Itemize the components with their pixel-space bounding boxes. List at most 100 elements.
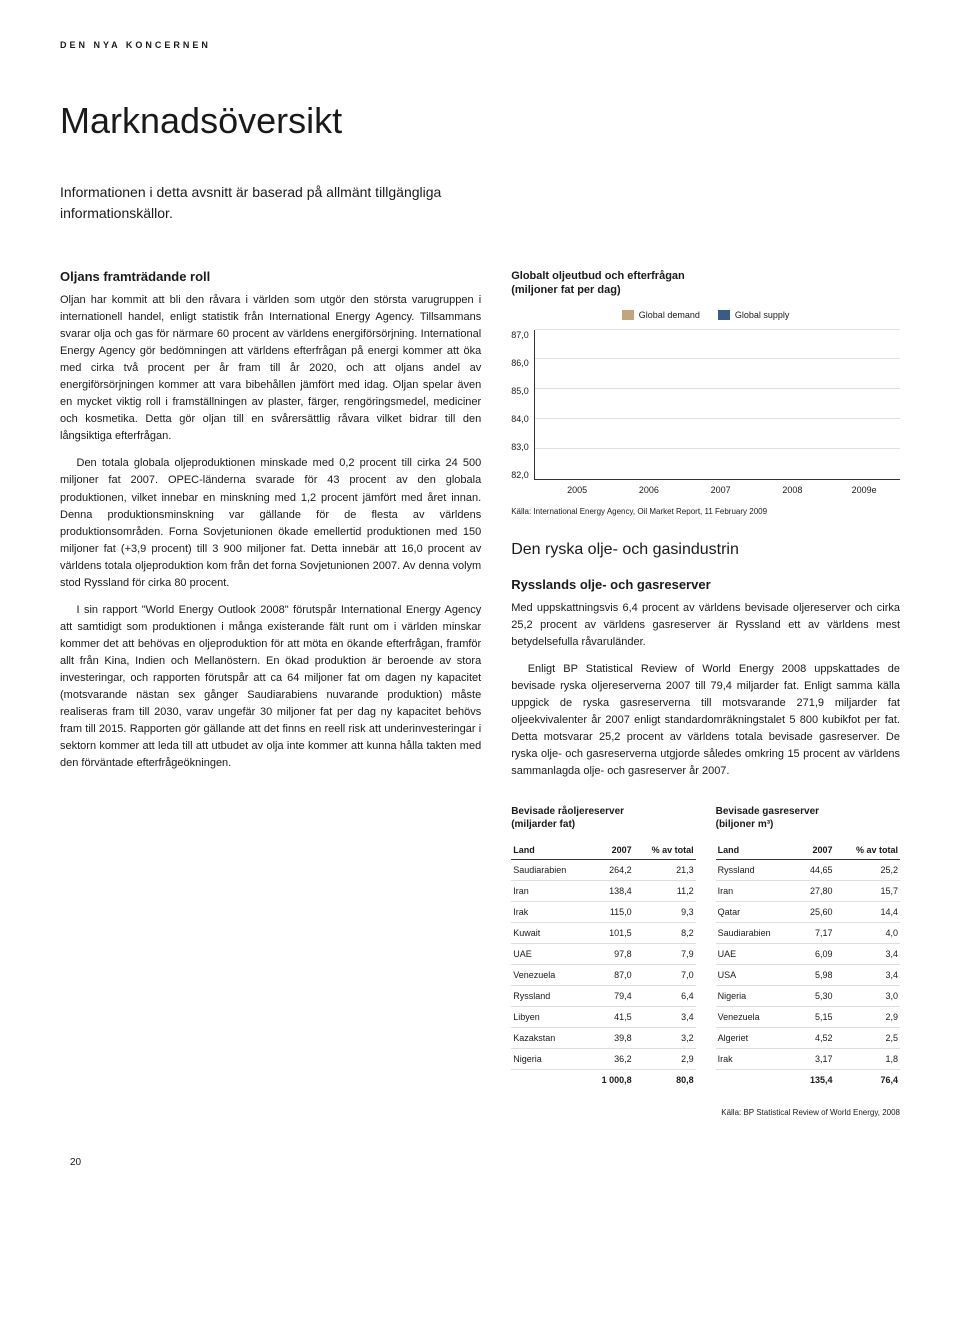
- cell-val: 39,8: [588, 1028, 634, 1049]
- table-row: UAE6,093,4: [716, 944, 900, 965]
- table-row: Nigeria36,22,9: [511, 1049, 695, 1070]
- cell-val: 115,0: [588, 902, 634, 923]
- x-label: 2008: [757, 485, 829, 495]
- table-row: Ryssland44,6525,2: [716, 860, 900, 881]
- cell-val: 3,17: [797, 1049, 835, 1070]
- cell-pct: 3,4: [835, 944, 900, 965]
- y-tick: 86,0: [511, 358, 529, 368]
- cell-val: 27,80: [797, 881, 835, 902]
- cell-total-empty: [511, 1070, 588, 1091]
- table-row: Saudiarabien264,221,3: [511, 860, 695, 881]
- cell-val: 4,52: [797, 1028, 835, 1049]
- oil-table-block: Bevisade råoljereserver(miljarder fat) L…: [511, 805, 695, 1090]
- cell-val: 5,15: [797, 1007, 835, 1028]
- table-row: Nigeria5,303,0: [716, 986, 900, 1007]
- chart-legend: Global demand Global supply: [511, 310, 900, 320]
- page-title: Marknadsöversikt: [60, 100, 900, 142]
- legend-supply: Global supply: [718, 310, 790, 320]
- table-row: Libyen41,53,4: [511, 1007, 695, 1028]
- cell-val: 36,2: [588, 1049, 634, 1070]
- legend-demand: Global demand: [622, 310, 700, 320]
- cell-total-val: 135,4: [797, 1070, 835, 1091]
- table-row: USA5,983,4: [716, 965, 900, 986]
- cell-val: 44,65: [797, 860, 835, 881]
- cell-total-pct: 80,8: [634, 1070, 696, 1091]
- cell-val: 87,0: [588, 965, 634, 986]
- right-para-2: Enligt BP Statistical Review of World En…: [511, 661, 900, 780]
- plot-area: [534, 330, 900, 480]
- cell-pct: 11,2: [634, 881, 696, 902]
- chart-area: 87,086,085,084,083,082,0: [511, 330, 900, 480]
- right-para-1: Med uppskattningsvis 6,4 procent av värl…: [511, 600, 900, 651]
- x-label: 2009e: [828, 485, 900, 495]
- cell-pct: 14,4: [835, 902, 900, 923]
- cell-land: Iran: [511, 881, 588, 902]
- cell-land: Venezuela: [511, 965, 588, 986]
- oil-table-title: Bevisade råoljereserver(miljarder fat): [511, 805, 695, 831]
- cell-land: Venezuela: [716, 1007, 797, 1028]
- table-row: Iran138,411,2: [511, 881, 695, 902]
- th-land: Land: [716, 841, 797, 860]
- cell-land: Saudiarabien: [511, 860, 588, 881]
- right-section-title: Den ryska olje- och gasindustrin: [511, 541, 900, 559]
- gas-table-title: Bevisade gasreserver(biljoner m³): [716, 805, 900, 831]
- table-total-row: 1 000,880,8: [511, 1070, 695, 1091]
- th-year: 2007: [588, 841, 634, 860]
- cell-land: Kazakstan: [511, 1028, 588, 1049]
- cell-land: Irak: [716, 1049, 797, 1070]
- cell-land: UAE: [716, 944, 797, 965]
- y-tick: 87,0: [511, 330, 529, 340]
- cell-pct: 2,9: [634, 1049, 696, 1070]
- cell-pct: 3,0: [835, 986, 900, 1007]
- y-tick: 83,0: [511, 442, 529, 452]
- x-label: 2006: [613, 485, 685, 495]
- cell-land: Qatar: [716, 902, 797, 923]
- cell-val: 264,2: [588, 860, 634, 881]
- table-row: Iran27,8015,7: [716, 881, 900, 902]
- cell-pct: 4,0: [835, 923, 900, 944]
- cell-pct: 1,8: [835, 1049, 900, 1070]
- cell-land: Libyen: [511, 1007, 588, 1028]
- section-header: DEN NYA KONCERNEN: [60, 40, 900, 50]
- cell-land: Irak: [511, 902, 588, 923]
- cell-val: 6,09: [797, 944, 835, 965]
- cell-val: 97,8: [588, 944, 634, 965]
- cell-val: 7,17: [797, 923, 835, 944]
- th-year: 2007: [797, 841, 835, 860]
- cell-total-empty: [716, 1070, 797, 1091]
- table-row: Qatar25,6014,4: [716, 902, 900, 923]
- y-axis: 87,086,085,084,083,082,0: [511, 330, 534, 480]
- cell-val: 5,30: [797, 986, 835, 1007]
- cell-pct: 6,4: [634, 986, 696, 1007]
- cell-total-pct: 76,4: [835, 1070, 900, 1091]
- left-para-1: Oljan har kommit att bli den råvara i vä…: [60, 292, 481, 445]
- table-total-row: 135,476,4: [716, 1070, 900, 1091]
- chart-container: Globalt oljeutbud och efterfrågan(miljon…: [511, 269, 900, 516]
- y-tick: 82,0: [511, 470, 529, 480]
- cell-pct: 3,4: [835, 965, 900, 986]
- table-row: Irak115,09,3: [511, 902, 695, 923]
- table-row: Ryssland79,46,4: [511, 986, 695, 1007]
- cell-total-val: 1 000,8: [588, 1070, 634, 1091]
- table-row: Saudiarabien7,174,0: [716, 923, 900, 944]
- cell-land: Saudiarabien: [716, 923, 797, 944]
- right-subhead: Rysslands olje- och gasreserver: [511, 577, 900, 592]
- cell-pct: 3,2: [634, 1028, 696, 1049]
- cell-val: 79,4: [588, 986, 634, 1007]
- cell-pct: 21,3: [634, 860, 696, 881]
- table-row: UAE97,87,9: [511, 944, 695, 965]
- y-tick: 85,0: [511, 386, 529, 396]
- cell-pct: 2,9: [835, 1007, 900, 1028]
- cell-land: Algeriet: [716, 1028, 797, 1049]
- cell-land: Ryssland: [511, 986, 588, 1007]
- legend-supply-label: Global supply: [735, 310, 790, 320]
- page-number: 20: [70, 1157, 900, 1168]
- cell-pct: 15,7: [835, 881, 900, 902]
- left-subhead: Oljans framträdande roll: [60, 269, 481, 284]
- left-para-2: Den totala globala oljeproduktionen mins…: [60, 455, 481, 591]
- table-row: Venezuela87,07,0: [511, 965, 695, 986]
- cell-land: Nigeria: [716, 986, 797, 1007]
- cell-pct: 25,2: [835, 860, 900, 881]
- cell-land: UAE: [511, 944, 588, 965]
- cell-val: 101,5: [588, 923, 634, 944]
